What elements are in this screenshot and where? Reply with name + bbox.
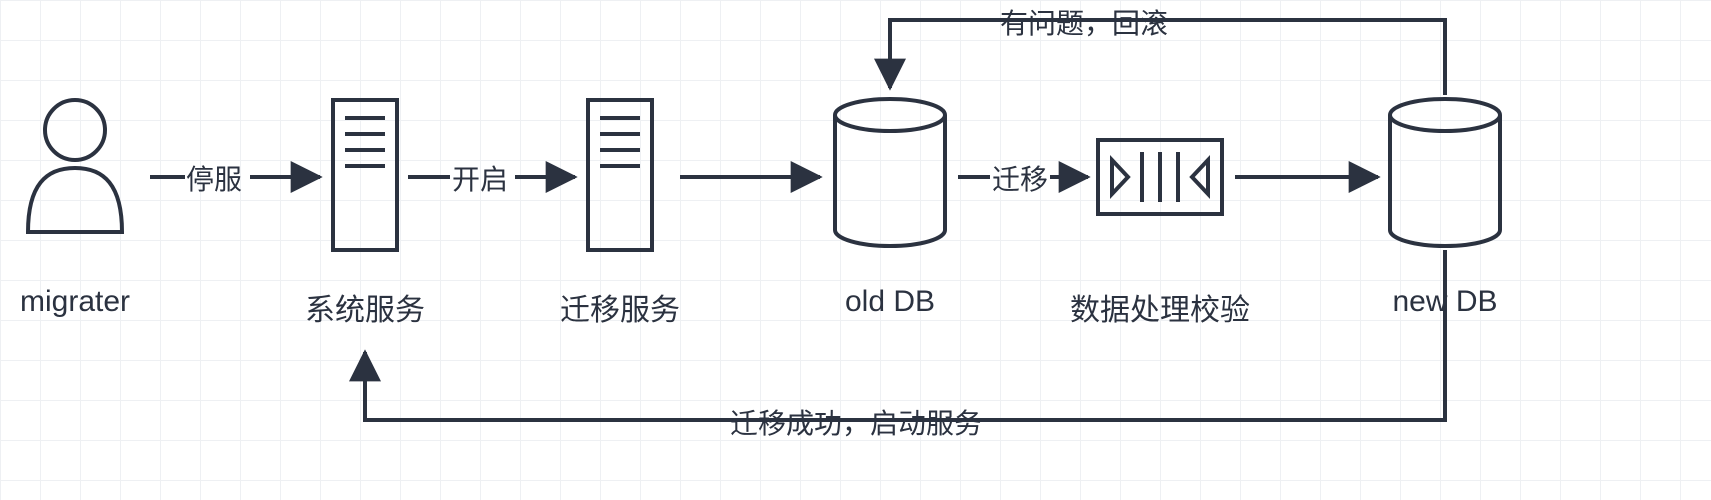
node-system-service [333,100,397,250]
label-sysserv: 系统服务 [300,285,430,329]
edge-label-success: 迁移成功，启动服务 [730,402,982,442]
label-newdb: new DB [1385,285,1505,319]
edge-label-stop: 停服 [186,158,242,198]
node-migration-service [588,100,652,250]
node-old-db [835,99,945,246]
edge-success [365,250,1445,420]
label-olddb: old DB [830,285,950,319]
label-migserv: 迁移服务 [555,285,685,329]
node-new-db [1390,99,1500,246]
edge-label-rollback: 有问题，回滚 [1000,2,1168,42]
label-validator: 数据处理校验 [1070,285,1250,329]
edge-label-start: 开启 [452,158,508,198]
label-migrater: migrater [15,285,135,319]
edge-label-migrate: 迁移 [992,158,1048,198]
node-validator [1098,140,1222,214]
node-migrater [28,100,122,232]
